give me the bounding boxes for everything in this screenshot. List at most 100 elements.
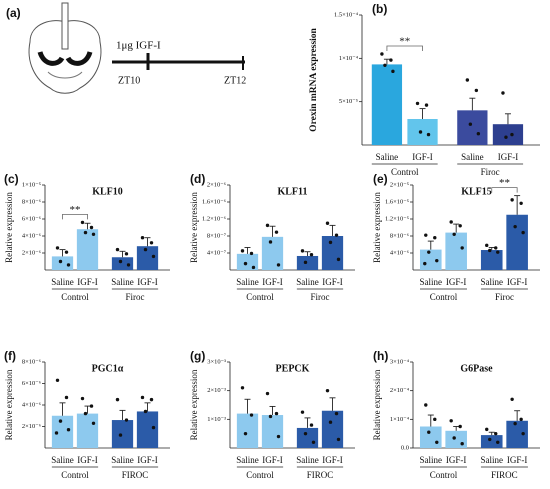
y-tick-label: 6×10⁻⁶ [22,215,41,222]
panel-label: (h) [373,349,388,363]
data-point [89,404,94,408]
data-point [474,88,479,93]
data-point [513,421,517,426]
x-tick-label: Saline [111,277,134,287]
data-point [336,437,341,442]
data-point [64,395,69,400]
x-tick-label: Saline [376,152,399,162]
data-point [424,403,428,407]
data-point [389,58,393,62]
data-point [300,249,305,253]
data-point [458,224,462,228]
data-point [58,259,63,264]
data-point [268,414,273,419]
chart-title: KLF10 [92,186,123,197]
y-tick-label: 2×10⁻⁶ [22,249,41,256]
x-tick-label: Saline [420,277,443,287]
data-point [468,122,473,126]
data-point [510,198,514,202]
y-tick-label: 1×10⁻⁵ [22,181,41,188]
time-label: ZT10 [118,75,140,86]
data-point [427,430,431,434]
panel-label: (c) [4,172,19,186]
data-point [243,261,248,266]
chart-panel: 4×10⁻⁶ 8×10⁻⁶ 1.2×10⁻⁵ 1.6×10⁻⁵ 2×10⁻⁵ KLF15 R… [372,172,540,302]
data-point [274,230,279,234]
data-point [124,252,129,256]
data-point [452,232,456,236]
y-tick-label: 1.6×10⁻⁵ [385,198,409,205]
bar [480,435,503,448]
data-point [83,411,88,416]
y-tick-label: 3×10⁻³ [207,358,226,365]
data-point [391,69,395,74]
group-label: Control [430,292,458,302]
data-point [80,396,85,401]
data-point [426,132,431,137]
data-point [494,431,498,436]
x-tick-label: Saline [461,152,484,162]
significance-label: ** [399,36,410,48]
data-point [58,419,63,423]
schematic: (a) 1μg IGF-I ZT10 ZT12 [6,2,246,94]
data-point [501,91,505,95]
data-point [83,230,88,235]
y-tick-label: 5×10⁻⁵ [339,98,358,105]
x-tick-label: Saline [51,455,74,465]
data-point [124,418,129,422]
chart-panel: 1×10⁻³ 2×10⁻³ 3×10⁻³ PEPCK Relative expressi… [189,349,355,480]
x-tick-label: IGF-I [77,277,98,287]
y-tick-label: 6×10⁻⁶ [22,380,41,387]
y-tick-label: 0.0 [401,444,409,451]
data-point [418,130,423,134]
bar [419,249,442,270]
data-point [91,232,96,236]
data-point [265,223,270,228]
y-tick-label: 4×10⁻⁶ [390,249,409,256]
x-tick-label: IGF-I [507,277,528,287]
group-label: Control [246,292,274,302]
data-point [151,254,156,259]
group-label: Firoc [495,292,514,302]
bar [445,232,467,270]
group-label: Firoc [311,292,330,302]
data-point [300,410,305,414]
y-tick-label: 1×10⁻³ [207,416,226,423]
chart-title: G6Pase [460,363,493,374]
data-point [303,431,308,436]
bar [506,420,528,448]
bar [506,214,528,270]
data-point [118,259,123,264]
chart-panel: 5×10⁻⁵ 1×10⁻⁴ 1.5×10⁻⁴ Orexin mRNA expressi… [309,2,540,177]
group-label: FIROC [307,470,334,480]
panel-label: (d) [190,172,205,186]
data-point [143,409,148,414]
data-point [496,440,500,444]
y-axis-label: Relative expression [372,369,382,440]
data-point [126,263,131,267]
x-tick-label: Saline [296,277,319,287]
y-tick-label: 2×10⁻⁶ [22,423,41,430]
bar [111,257,134,270]
brain-detail [47,71,83,79]
chart-title: KLF11 [277,186,307,197]
data-point [274,411,279,416]
significance-bracket [386,45,423,51]
data-point [485,243,489,248]
chart-panel: 4×10⁻⁷ 8×10⁻⁷ 1.2×10⁻⁶ 1.6×10⁻⁶ 2×10⁻⁶ KLF11 R… [189,172,355,302]
panel-label: (e) [373,172,388,186]
data-point [143,247,148,252]
data-point [140,395,145,400]
data-point [423,261,427,266]
data-point [249,251,254,256]
y-tick-label: 2×10⁻⁴ [390,387,410,394]
panel-label: (f) [4,349,16,363]
chart-panel: 0.0 1×10⁻⁴ 2×10⁻⁴ 3×10⁻⁴ G6Pase Relative expr… [372,349,540,480]
data-point [424,103,429,107]
bar [261,415,284,448]
bar [445,430,467,448]
data-point [66,428,71,432]
data-point [435,258,439,263]
data-point [64,250,69,254]
data-point [435,440,439,444]
